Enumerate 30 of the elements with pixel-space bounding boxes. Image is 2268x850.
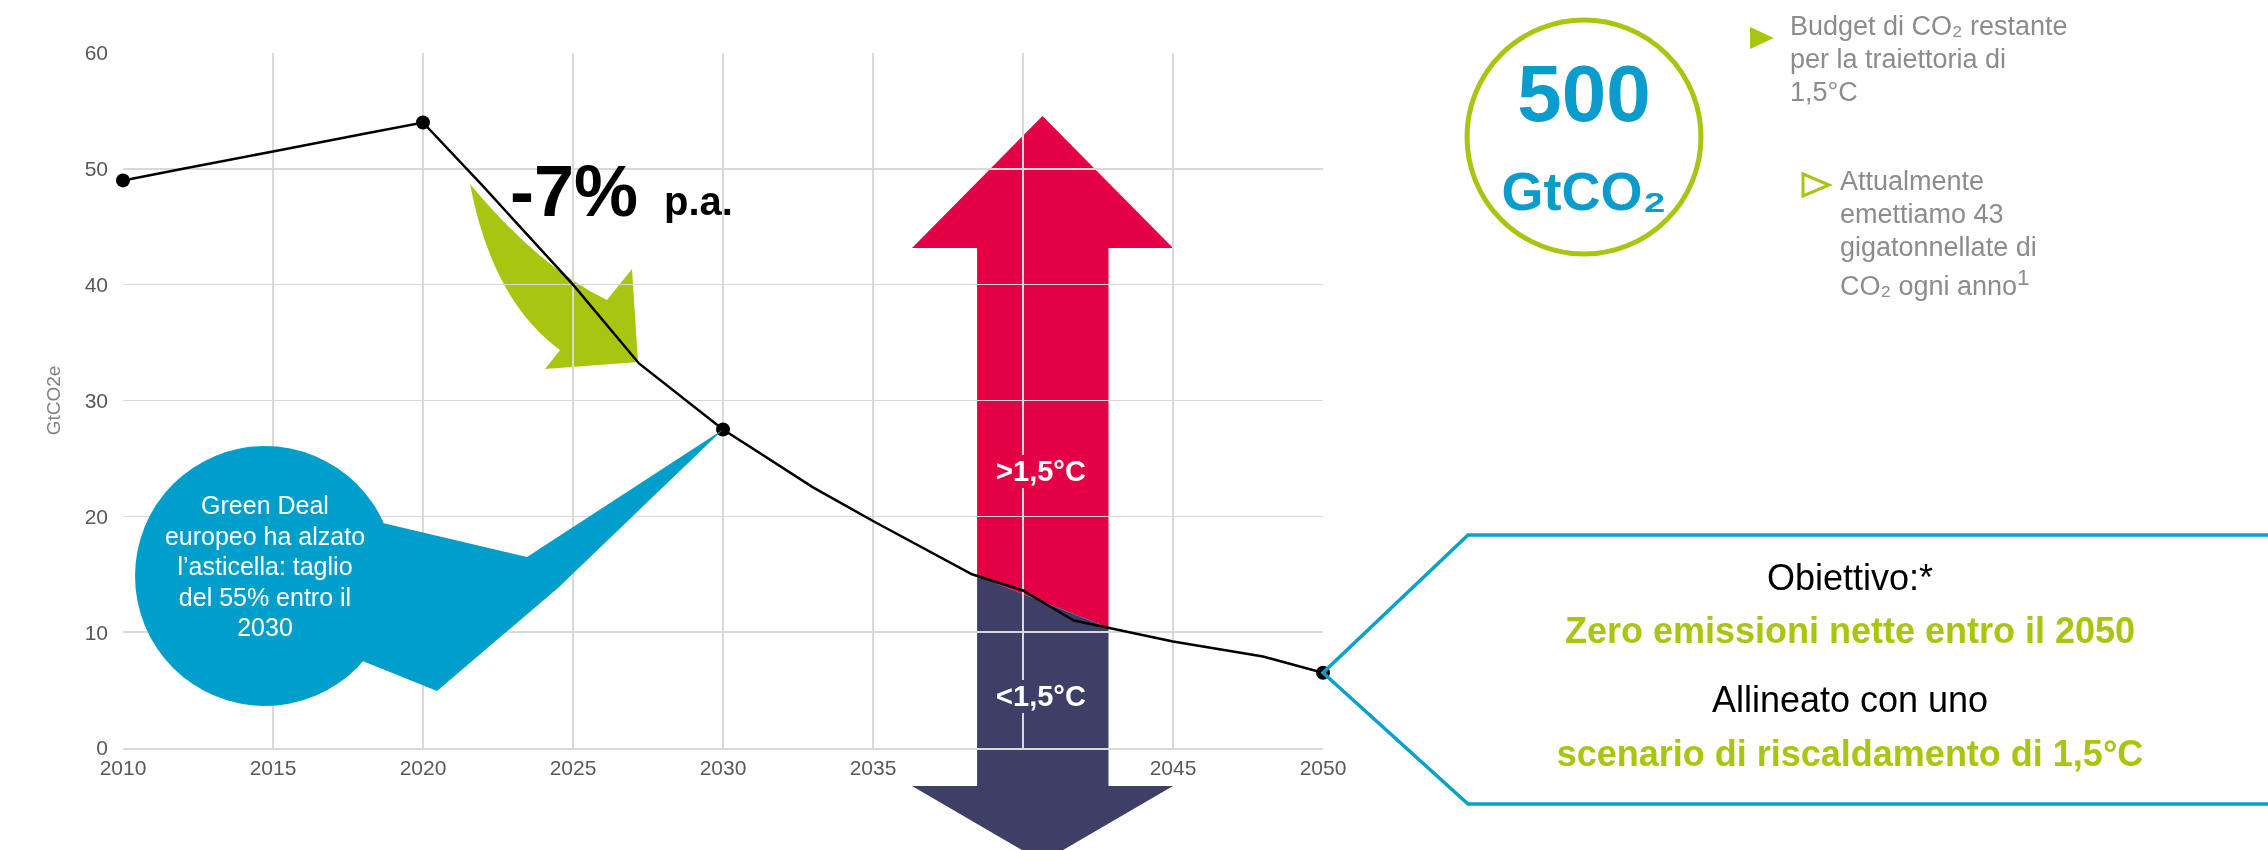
annotation: <1,5°C: [981, 680, 1101, 714]
text: scenario di riscaldamento di 1,5°C: [1555, 733, 2145, 775]
x-tick-label: 2025: [549, 756, 597, 780]
annotation: -7%: [510, 151, 639, 231]
text: Allineato con uno: [1710, 679, 1990, 721]
text: 500: [1516, 48, 1652, 140]
y-axis-title: GtCO2e: [43, 365, 65, 436]
x-tick-label: 2050: [1299, 756, 1347, 780]
point: [416, 115, 430, 130]
text: Zero emissioni nette entro il 2050: [1563, 610, 2137, 652]
text: Budget di CO₂ restante per la traiettoria di 1,5°C: [1790, 10, 2069, 109]
text: GtCO₂: [1500, 160, 1668, 223]
x-tick-label: 2015: [249, 756, 297, 780]
annotation: Green Deal europeo ha alzato l’asticella: taglio del 55% entro il 2030: [163, 490, 367, 643]
x-tick-label: 2045: [1149, 756, 1197, 780]
text: Obiettivo:*: [1765, 557, 1935, 599]
x-tick-label: 2035: [849, 756, 897, 780]
x-tick-label: 2030: [699, 756, 747, 780]
y-tick-label: 50: [84, 157, 108, 181]
point: [116, 173, 130, 188]
y-tick-label: 60: [84, 41, 108, 65]
y-tick-label: 40: [84, 273, 108, 297]
y-tick-label: 10: [84, 620, 108, 644]
point: [716, 422, 730, 437]
text: Attualmente emettiamo 43 gigatonnellate di CO₂ ogni anno$^{1}$: [1840, 165, 2038, 303]
y-tick-label: 20: [84, 504, 108, 528]
y-tick-label: 30: [84, 388, 108, 412]
annotation: >1,5°C: [981, 455, 1101, 489]
x-tick-label: 2020: [399, 756, 447, 780]
annotation: p.a.: [664, 178, 734, 224]
